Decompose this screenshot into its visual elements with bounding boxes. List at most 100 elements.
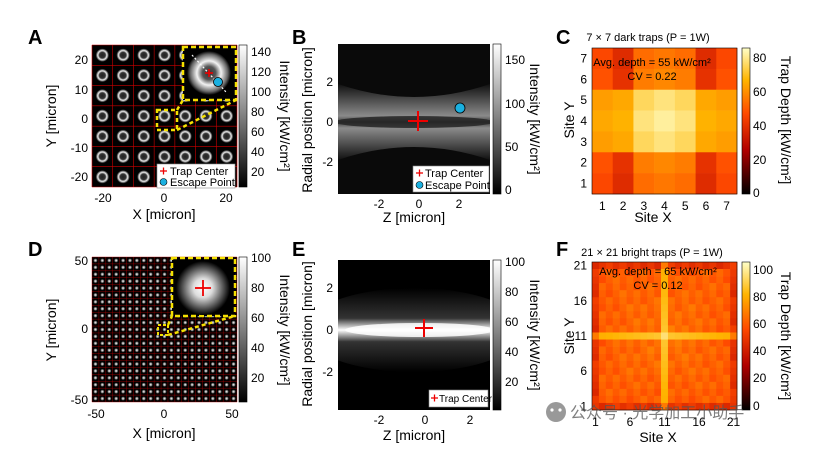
trap-spot xyxy=(114,306,119,311)
trap-spot xyxy=(155,368,160,373)
heat-cell xyxy=(605,367,614,376)
ytick: 5 xyxy=(580,93,587,107)
trap-spot xyxy=(224,327,229,332)
heat-cell xyxy=(709,332,717,340)
trap-spot xyxy=(162,265,167,270)
trap-spot xyxy=(121,348,126,353)
heat-cell xyxy=(730,262,738,270)
ytick: 6 xyxy=(580,364,587,378)
heat-cell xyxy=(619,283,627,291)
heat-cell xyxy=(626,262,634,270)
trap-spot xyxy=(148,327,153,332)
heat-cell xyxy=(647,262,655,270)
trap-spot xyxy=(155,272,160,277)
heat-cell xyxy=(640,332,648,340)
heat-cell xyxy=(619,269,627,277)
trap-spot xyxy=(162,292,167,297)
panel-f-heatmap xyxy=(591,261,738,411)
trap-spot xyxy=(210,341,215,346)
heat-cell xyxy=(716,283,724,291)
trap-spot xyxy=(210,348,215,353)
trap-ring xyxy=(137,89,151,103)
panel-d-zoom-line-1 xyxy=(166,315,174,326)
heat-cell xyxy=(626,304,634,312)
trap-spot xyxy=(134,368,139,373)
trap-spot xyxy=(197,362,202,367)
heat-cell xyxy=(702,332,710,340)
heat-cell xyxy=(667,346,676,354)
trap-spot xyxy=(210,362,215,367)
trap-spot xyxy=(141,341,146,346)
panel-b-cbar-tick-4: 0 xyxy=(505,183,512,197)
heat-cell xyxy=(702,311,710,319)
heat-cell xyxy=(674,402,683,411)
trap-spot xyxy=(197,327,202,332)
trap-spot xyxy=(203,375,208,380)
heat-cell xyxy=(626,381,634,390)
ytick: 21 xyxy=(574,259,588,273)
heat-cell xyxy=(633,360,641,369)
xtick: 1 xyxy=(599,199,606,213)
heat-cell xyxy=(654,374,662,383)
trap-spot xyxy=(169,327,174,332)
trap-spot xyxy=(141,389,146,394)
trap-spot xyxy=(134,265,139,270)
trap-spot xyxy=(100,375,105,380)
heat-cell xyxy=(619,339,627,347)
trap-spot xyxy=(224,341,229,346)
trap-ring xyxy=(220,150,234,164)
trap-spot xyxy=(190,375,195,380)
heat-cell xyxy=(640,381,648,390)
heat-cell xyxy=(709,297,717,305)
heat-cell xyxy=(681,290,689,298)
heat-cell xyxy=(647,346,655,354)
heat-cell xyxy=(633,110,655,132)
heat-cell xyxy=(716,297,724,305)
trap-spot xyxy=(107,362,112,367)
heat-cell xyxy=(598,283,607,291)
heat-cell xyxy=(619,353,627,361)
heat-cell xyxy=(730,395,738,404)
heat-cell xyxy=(681,325,689,333)
panel-e-cbar-tick-2: 80 xyxy=(505,285,519,299)
trap-spot xyxy=(155,313,160,318)
trap-spot xyxy=(148,375,153,380)
trap-spot xyxy=(121,334,126,339)
heat-cell xyxy=(661,311,669,319)
heat-cell xyxy=(688,276,696,284)
trap-spot xyxy=(197,355,202,360)
panel-b-ytick-3: -2 xyxy=(322,155,333,169)
trap-spot xyxy=(155,348,160,353)
panel-e-legend-center-icon xyxy=(431,394,438,402)
trap-spot xyxy=(93,265,98,270)
heat-cell xyxy=(647,395,655,404)
trap-spot xyxy=(148,320,153,325)
heat-cell xyxy=(654,131,676,153)
panel-d-colorbar xyxy=(238,256,248,403)
heat-cell xyxy=(598,339,607,347)
panel-d-xtick-3: 50 xyxy=(225,407,239,421)
trap-spot xyxy=(224,334,229,339)
heat-cell xyxy=(674,346,683,354)
trap-spot xyxy=(148,299,153,304)
heat-cell xyxy=(633,131,655,153)
heat-cell xyxy=(716,311,724,319)
trap-ring xyxy=(137,109,151,123)
trap-spot xyxy=(210,389,215,394)
heat-cell xyxy=(640,276,648,284)
heat-cell xyxy=(605,395,614,404)
trap-spot xyxy=(134,396,139,401)
trap-spot xyxy=(114,368,119,373)
panel-b-legend-center: Trap Center xyxy=(425,168,484,180)
heat-cell xyxy=(723,297,731,305)
heat-cell xyxy=(723,346,731,354)
trap-spot xyxy=(183,348,188,353)
heat-cell xyxy=(716,346,724,354)
heat-cell xyxy=(647,318,655,326)
trap-spot xyxy=(197,334,202,339)
heat-cell xyxy=(723,283,731,291)
heat-cell xyxy=(716,381,724,390)
trap-spot xyxy=(197,382,202,387)
heat-cell xyxy=(716,388,724,397)
trap-spot xyxy=(231,389,236,394)
